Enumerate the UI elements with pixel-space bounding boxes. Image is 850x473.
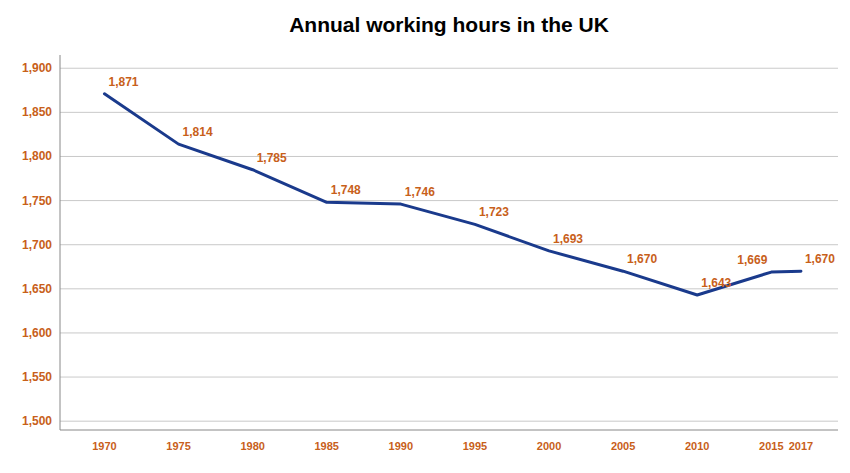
x-tick-label: 1990 (389, 440, 413, 452)
y-tick-label: 1,800 (22, 149, 52, 163)
grid-line (60, 332, 838, 333)
grid-line (60, 244, 838, 245)
line (104, 94, 800, 295)
data-label: 1,871 (108, 75, 138, 89)
x-tick-label: 2015 (759, 440, 783, 452)
y-tick-label: 1,900 (22, 61, 52, 75)
x-tick-label: 1970 (92, 440, 116, 452)
x-axis-line (60, 430, 838, 431)
y-axis-line (60, 55, 61, 430)
grid (60, 68, 838, 421)
y-tick-label: 1,550 (22, 370, 52, 384)
grid-line (60, 68, 838, 69)
data-label: 1,785 (257, 151, 287, 165)
plot-area (104, 94, 800, 295)
y-tick-label: 1,850 (22, 105, 52, 119)
chart: Annual working hours in the UK 1,500 1,550… (0, 0, 850, 473)
x-tick-label: 1985 (315, 440, 339, 452)
x-tick-label: 1975 (166, 440, 190, 452)
x-tick-label: 2010 (685, 440, 709, 452)
y-tick-label: 1,500 (22, 414, 52, 428)
data-label: 1,723 (479, 205, 509, 219)
title: Annual working hours in the UK (289, 13, 609, 36)
grid-line (60, 156, 838, 157)
y-tick-label: 1,650 (22, 282, 52, 296)
y-tick-label: 1,750 (22, 194, 52, 208)
grid-line (60, 377, 838, 378)
data-label: 1,746 (405, 185, 435, 199)
x-tick-label: 1995 (463, 440, 487, 452)
x-tick-label: 2000 (537, 440, 561, 452)
data-label: 1,693 (553, 232, 583, 246)
data-label: 1,748 (331, 183, 361, 197)
grid-line (60, 421, 838, 422)
y-tick-label: 1,700 (22, 238, 52, 252)
grid-line (60, 200, 838, 201)
x-tick-label: 2005 (611, 440, 635, 452)
y-tick-label: 1,600 (22, 326, 52, 340)
data-label: 1,670 (805, 252, 835, 266)
x-tick-label: 2017 (789, 440, 813, 452)
x-tick-label: 1980 (240, 440, 264, 452)
data-label: 1,643 (701, 276, 731, 290)
data-label: 1,670 (627, 252, 657, 266)
grid-line (60, 112, 838, 113)
data-label: 1,814 (183, 125, 213, 139)
data-label: 1,669 (737, 253, 767, 267)
